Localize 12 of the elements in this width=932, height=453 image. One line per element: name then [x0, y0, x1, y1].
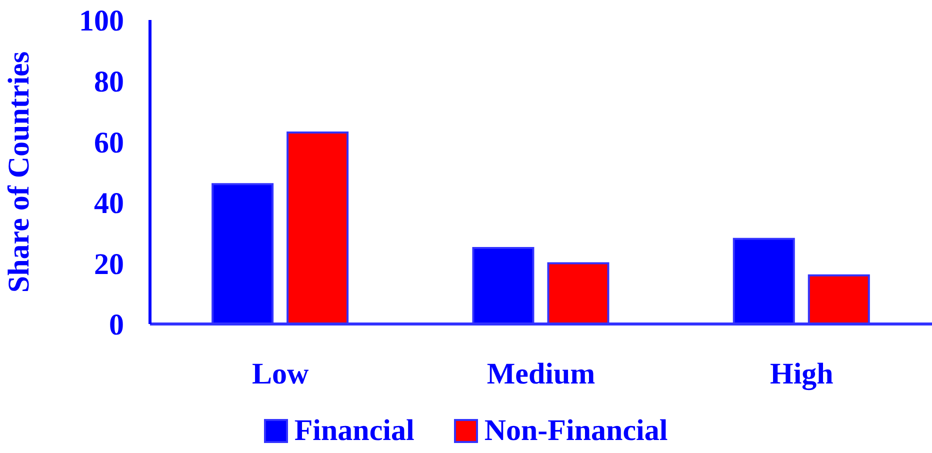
- y-tick-label: 40: [94, 187, 124, 220]
- x-tick-label: Low: [252, 357, 309, 390]
- y-tick-label: 60: [94, 126, 124, 160]
- y-tick-label: 100: [79, 4, 124, 38]
- y-tick-label: 80: [94, 65, 124, 98]
- x-tick-label: Medium: [486, 357, 596, 390]
- y-tick-label: 0: [109, 308, 124, 342]
- legend-label: Financial: [293, 414, 414, 448]
- y-tick-label: 20: [94, 248, 124, 281]
- y-axis-title: Share of Countries: [2, 51, 36, 293]
- x-tick-label: High: [770, 357, 834, 390]
- legend-label: Non-Financial: [483, 414, 668, 448]
